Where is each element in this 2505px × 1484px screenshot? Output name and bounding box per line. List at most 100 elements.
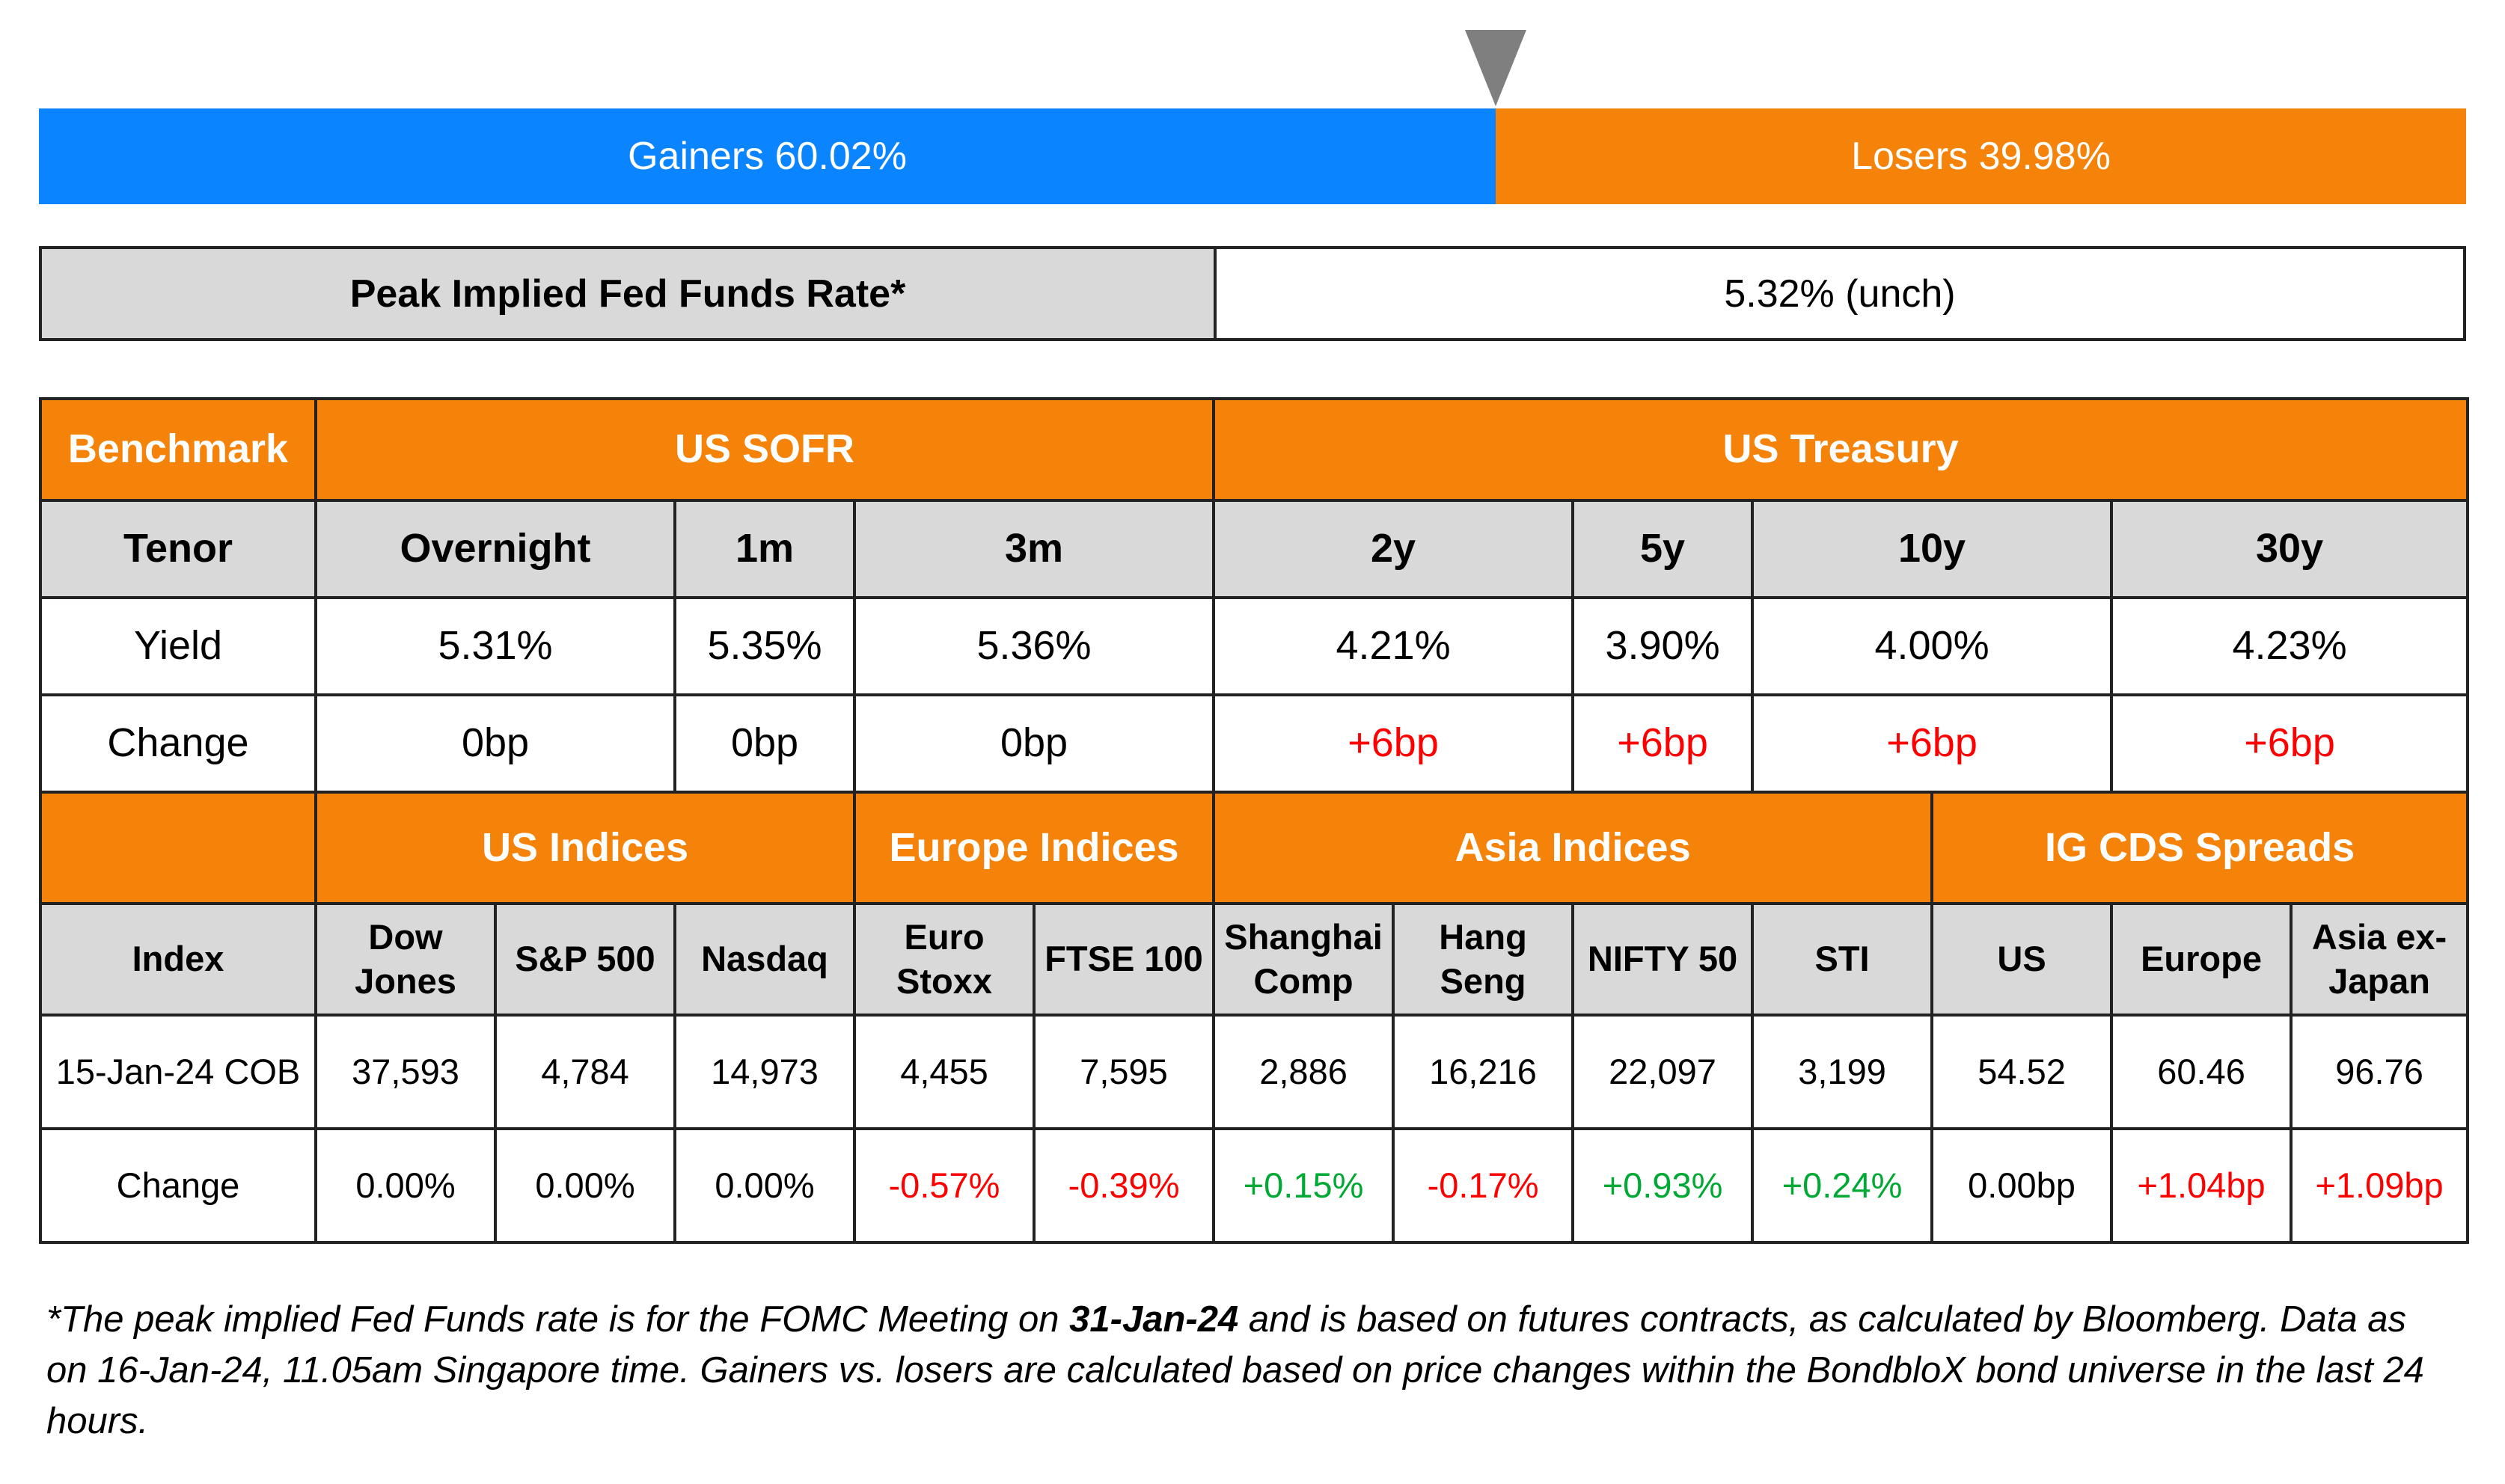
index-name-line: Stoxx [896,960,992,1001]
index-change-hang-seng: -0.17% [1392,1127,1575,1244]
index-change-dow-jones: 0.00% [314,1127,497,1244]
benchmark-header: Benchmark [39,397,317,502]
index-name-line: FTSE 100 [1044,939,1203,979]
yield-30y: 4.23% [2110,596,2470,696]
europe-indices-header: Europe Indices [852,791,1216,905]
index-name-line: Europe [2141,939,2262,979]
change-2y: +6bp [1212,693,1575,794]
index-value-dow-jones: 37,593 [314,1014,497,1130]
footnote-text-2: and is based on futures contracts, as ca… [46,1299,2424,1441]
index-name-dow-jones: Dow Jones [314,902,497,1017]
index-change-euro-stoxx: -0.57% [853,1127,1036,1244]
index-name-us: US [1930,902,2114,1017]
yield-2y: 4.21% [1212,596,1575,696]
gainers-segment: Gainers 60.02% [39,108,1496,204]
index-change-us: 0.00bp [1930,1127,2114,1244]
index-change-sti: +0.24% [1751,1127,1934,1244]
index-name-line: Nasdaq [701,939,828,979]
cds-header: IG CDS Spreads [1930,791,2470,905]
tenor-30y: 30y [2110,499,2470,599]
index-name-line: Seng [1440,960,1526,1001]
change-10y: +6bp [1751,693,2114,794]
losers-segment: Losers 39.98% [1496,108,2466,204]
index-change-europe: +1.04bp [2110,1127,2293,1244]
yield-10y: 4.00% [1751,596,2114,696]
index-value-shanghai-comp: 2,886 [1212,1014,1395,1130]
index-name-asia-ex-japan: Asia ex- Japan [2290,902,2470,1017]
change-3m: 0bp [852,693,1216,794]
index-name-nifty-50: NIFTY 50 [1571,902,1755,1017]
index-change-ftse-100: -0.39% [1032,1127,1216,1244]
index-name-line: Shanghai [1224,916,1383,957]
index-name-line: Euro [904,916,985,957]
tenor-overnight: Overnight [314,499,676,599]
indices-corner [39,791,317,905]
index-value-europe: 60.46 [2110,1014,2293,1130]
yield-label: Yield [39,596,317,696]
index-value-s-p-500: 4,784 [494,1014,676,1130]
index-value-hang-seng: 16,216 [1392,1014,1575,1130]
treasury-header: US Treasury [1212,397,2470,502]
index-value-nasdaq: 14,973 [673,1014,856,1130]
yield-1m: 5.35% [673,596,856,696]
tenor-3m: 3m [852,499,1216,599]
sofr-header: US SOFR [313,397,1216,502]
losers-label: Losers 39.98% [1851,135,2111,178]
index-name-europe: Europe [2110,902,2293,1017]
yield-overnight: 5.31% [314,596,676,696]
peak-rate-value: 5.32% (unch) [1214,246,2466,341]
index-change-nasdaq: 0.00% [673,1127,856,1244]
index-change-nifty-50: +0.93% [1571,1127,1755,1244]
index-name-line: Dow [368,916,443,957]
index-name-line: US [1997,939,2046,979]
us-indices-header: US Indices [314,791,856,905]
index-name-euro-stoxx: Euro Stoxx [853,902,1036,1017]
index-value-ftse-100: 7,595 [1032,1014,1216,1130]
tenor-5y: 5y [1571,499,1755,599]
rate-change-label: Change [39,693,317,794]
tenor-label: Tenor [39,499,317,599]
index-label: Index [39,902,317,1017]
yield-5y: 3.90% [1571,596,1755,696]
index-value-asia-ex-japan: 96.76 [2290,1014,2470,1130]
index-name-s-p-500: S&P 500 [494,902,676,1017]
index-name-line: Hang [1439,916,1527,957]
index-name-sti: STI [1751,902,1934,1017]
change-overnight: 0bp [314,693,676,794]
gainers-label: Gainers 60.02% [628,135,907,178]
index-name-line: NIFTY 50 [1587,939,1738,979]
asia-indices-header: Asia Indices [1212,791,1934,905]
index-name-line: Asia ex- [2311,916,2447,957]
index-name-hang-seng: Hang Seng [1392,902,1575,1017]
tenor-2y: 2y [1212,499,1575,599]
peak-rate-label: Peak Implied Fed Funds Rate* [39,246,1217,341]
footnote: *The peak implied Fed Funds rate is for … [46,1294,2441,1447]
gainers-losers-bar: Gainers 60.02% Losers 39.98% [39,108,2466,204]
peak-rate-table: Peak Implied Fed Funds Rate* 5.32% (unch… [39,246,2466,341]
gainers-losers-marker [1465,30,1526,106]
index-value-us: 54.52 [1930,1014,2114,1130]
index-name-ftse-100: FTSE 100 [1032,902,1216,1017]
change-30y: +6bp [2110,693,2470,794]
index-name-line: Japan [2328,960,2430,1001]
market-table: Benchmark US SOFR US Treasury Tenor Over… [39,397,2470,1244]
index-change-s-p-500: 0.00% [494,1127,676,1244]
tenor-1m: 1m [673,499,856,599]
index-change-shanghai-comp: +0.15% [1212,1127,1395,1244]
index-name-line: S&P 500 [515,939,655,979]
tenor-10y: 10y [1751,499,2114,599]
index-value-sti: 3,199 [1751,1014,1934,1130]
index-change-asia-ex-japan: +1.09bp [2290,1127,2470,1244]
index-value-nifty-50: 22,097 [1571,1014,1755,1130]
index-name-shanghai-comp: Shanghai Comp [1212,902,1395,1017]
footnote-text-1: *The peak implied Fed Funds rate is for … [46,1299,1070,1340]
index-change-label: Change [39,1127,317,1244]
index-name-nasdaq: Nasdaq [673,902,856,1017]
change-5y: +6bp [1571,693,1755,794]
index-name-line: Comp [1253,960,1354,1001]
yield-3m: 5.36% [852,596,1216,696]
index-name-line: Jones [355,960,456,1001]
change-1m: 0bp [673,693,856,794]
index-value-euro-stoxx: 4,455 [853,1014,1036,1130]
index-name-line: STI [1814,939,1870,979]
